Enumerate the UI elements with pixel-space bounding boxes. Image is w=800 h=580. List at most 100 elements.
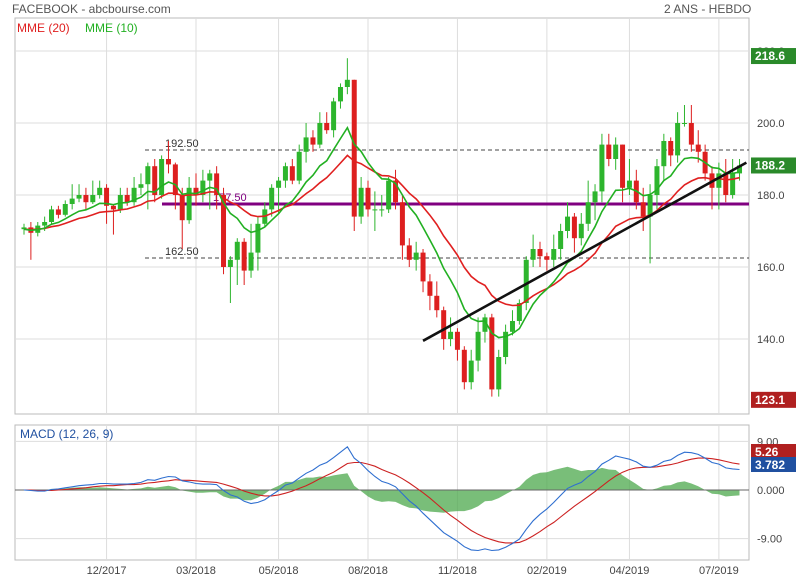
macd-value-badge [751, 444, 796, 459]
candle-body [544, 256, 550, 260]
candle-body [578, 223, 584, 239]
candle-body [406, 245, 412, 260]
candle-body [124, 195, 130, 203]
macd-line [23, 445, 740, 552]
x-tick-label: 12/2017 [87, 565, 127, 577]
macd-tick-label: -9.00 [757, 534, 782, 546]
candle-body [159, 159, 165, 195]
chart-period: 2 ANS - HEBDO [664, 2, 752, 16]
price-tick-label: 200.0 [757, 118, 785, 130]
candle-body [97, 187, 103, 195]
price-tick-label: 180.0 [757, 190, 785, 202]
candle-body [585, 202, 591, 224]
candle-body [110, 205, 116, 210]
candle-body [145, 166, 151, 185]
candle-body [214, 173, 220, 195]
candle-body [276, 180, 282, 188]
candle-body [399, 202, 405, 246]
candle-body [21, 227, 27, 230]
candle-body [310, 137, 316, 145]
macd-panel-frame [14, 424, 750, 561]
candle-body [537, 249, 543, 257]
candle-body [207, 173, 213, 181]
candle-body [358, 187, 364, 217]
price-value-badge [751, 391, 796, 408]
price-value-badge-label: 123.1 [755, 393, 785, 407]
price-value-badge-label: 188.2 [755, 158, 785, 172]
price-value-badge [751, 48, 796, 65]
candle-body [654, 166, 660, 195]
macd-value-badge-label: 5.26 [755, 445, 779, 459]
candle-body [296, 151, 302, 181]
candle-body [695, 144, 701, 152]
candle-body [558, 231, 564, 249]
candle-body [172, 164, 178, 195]
macd-tick-label: 0.000 [757, 485, 785, 497]
candle-body [730, 173, 736, 195]
candle-body [83, 195, 89, 203]
legend-mme20: MME (20) [17, 21, 70, 35]
trendline [422, 161, 748, 342]
candle-body [42, 222, 48, 226]
price-value-badge-label: 218.6 [755, 49, 785, 63]
candle-body [55, 209, 61, 215]
candle-body [234, 241, 240, 260]
candle-body [49, 209, 55, 222]
candle-body [516, 303, 522, 321]
candle-body [303, 137, 309, 152]
candle-body [530, 249, 536, 260]
candle-body [152, 166, 158, 195]
candle-body [723, 173, 729, 195]
price-value-badge [751, 157, 796, 174]
macd-signal-line [24, 457, 740, 544]
candle-body [448, 331, 454, 339]
candle-body [640, 202, 646, 217]
candle-body [372, 209, 378, 211]
candle-body [509, 321, 515, 332]
candle-body [441, 310, 447, 339]
candle-body [227, 259, 233, 267]
candle-body [317, 123, 323, 145]
candle-body [434, 295, 440, 311]
candle-body [613, 144, 619, 159]
candle-body [193, 187, 199, 195]
candle-body [255, 223, 261, 253]
candle-body [551, 249, 557, 260]
candle-body [186, 187, 192, 221]
candle-body [571, 216, 577, 239]
mme10-line [23, 125, 740, 339]
candle-body [282, 166, 288, 181]
macd-value-badge-label: 3.782 [755, 458, 785, 472]
price-level-label: 192.50 [165, 138, 199, 150]
legend-macd: MACD (12, 26, 9) [20, 427, 114, 441]
candle-body [496, 357, 502, 390]
candle-body [62, 204, 68, 215]
candle-body [647, 195, 653, 217]
candle-body [675, 123, 681, 156]
candle-body [482, 317, 488, 332]
candle-body [523, 259, 529, 303]
candle-body [269, 187, 275, 210]
x-tick-label: 11/2018 [438, 565, 477, 577]
macd-value-badge [751, 457, 796, 472]
candle-body [324, 123, 330, 131]
candle-body [221, 195, 227, 267]
candle-body [688, 123, 694, 145]
candle-body [413, 252, 419, 260]
candle-body [386, 180, 392, 210]
candle-body [248, 252, 254, 271]
candle-body [337, 87, 343, 102]
candle-body [668, 141, 674, 156]
price-panel-frame [14, 17, 750, 415]
candle-body [393, 180, 399, 203]
mme20-line [23, 154, 740, 307]
candle-body [138, 184, 144, 188]
candle-body [344, 79, 350, 87]
candle-body [427, 281, 433, 296]
candle-body [661, 141, 667, 167]
candle-body [565, 216, 571, 231]
macd-histogram [24, 466, 740, 513]
candle-body [606, 144, 612, 159]
candle-body [468, 360, 474, 383]
